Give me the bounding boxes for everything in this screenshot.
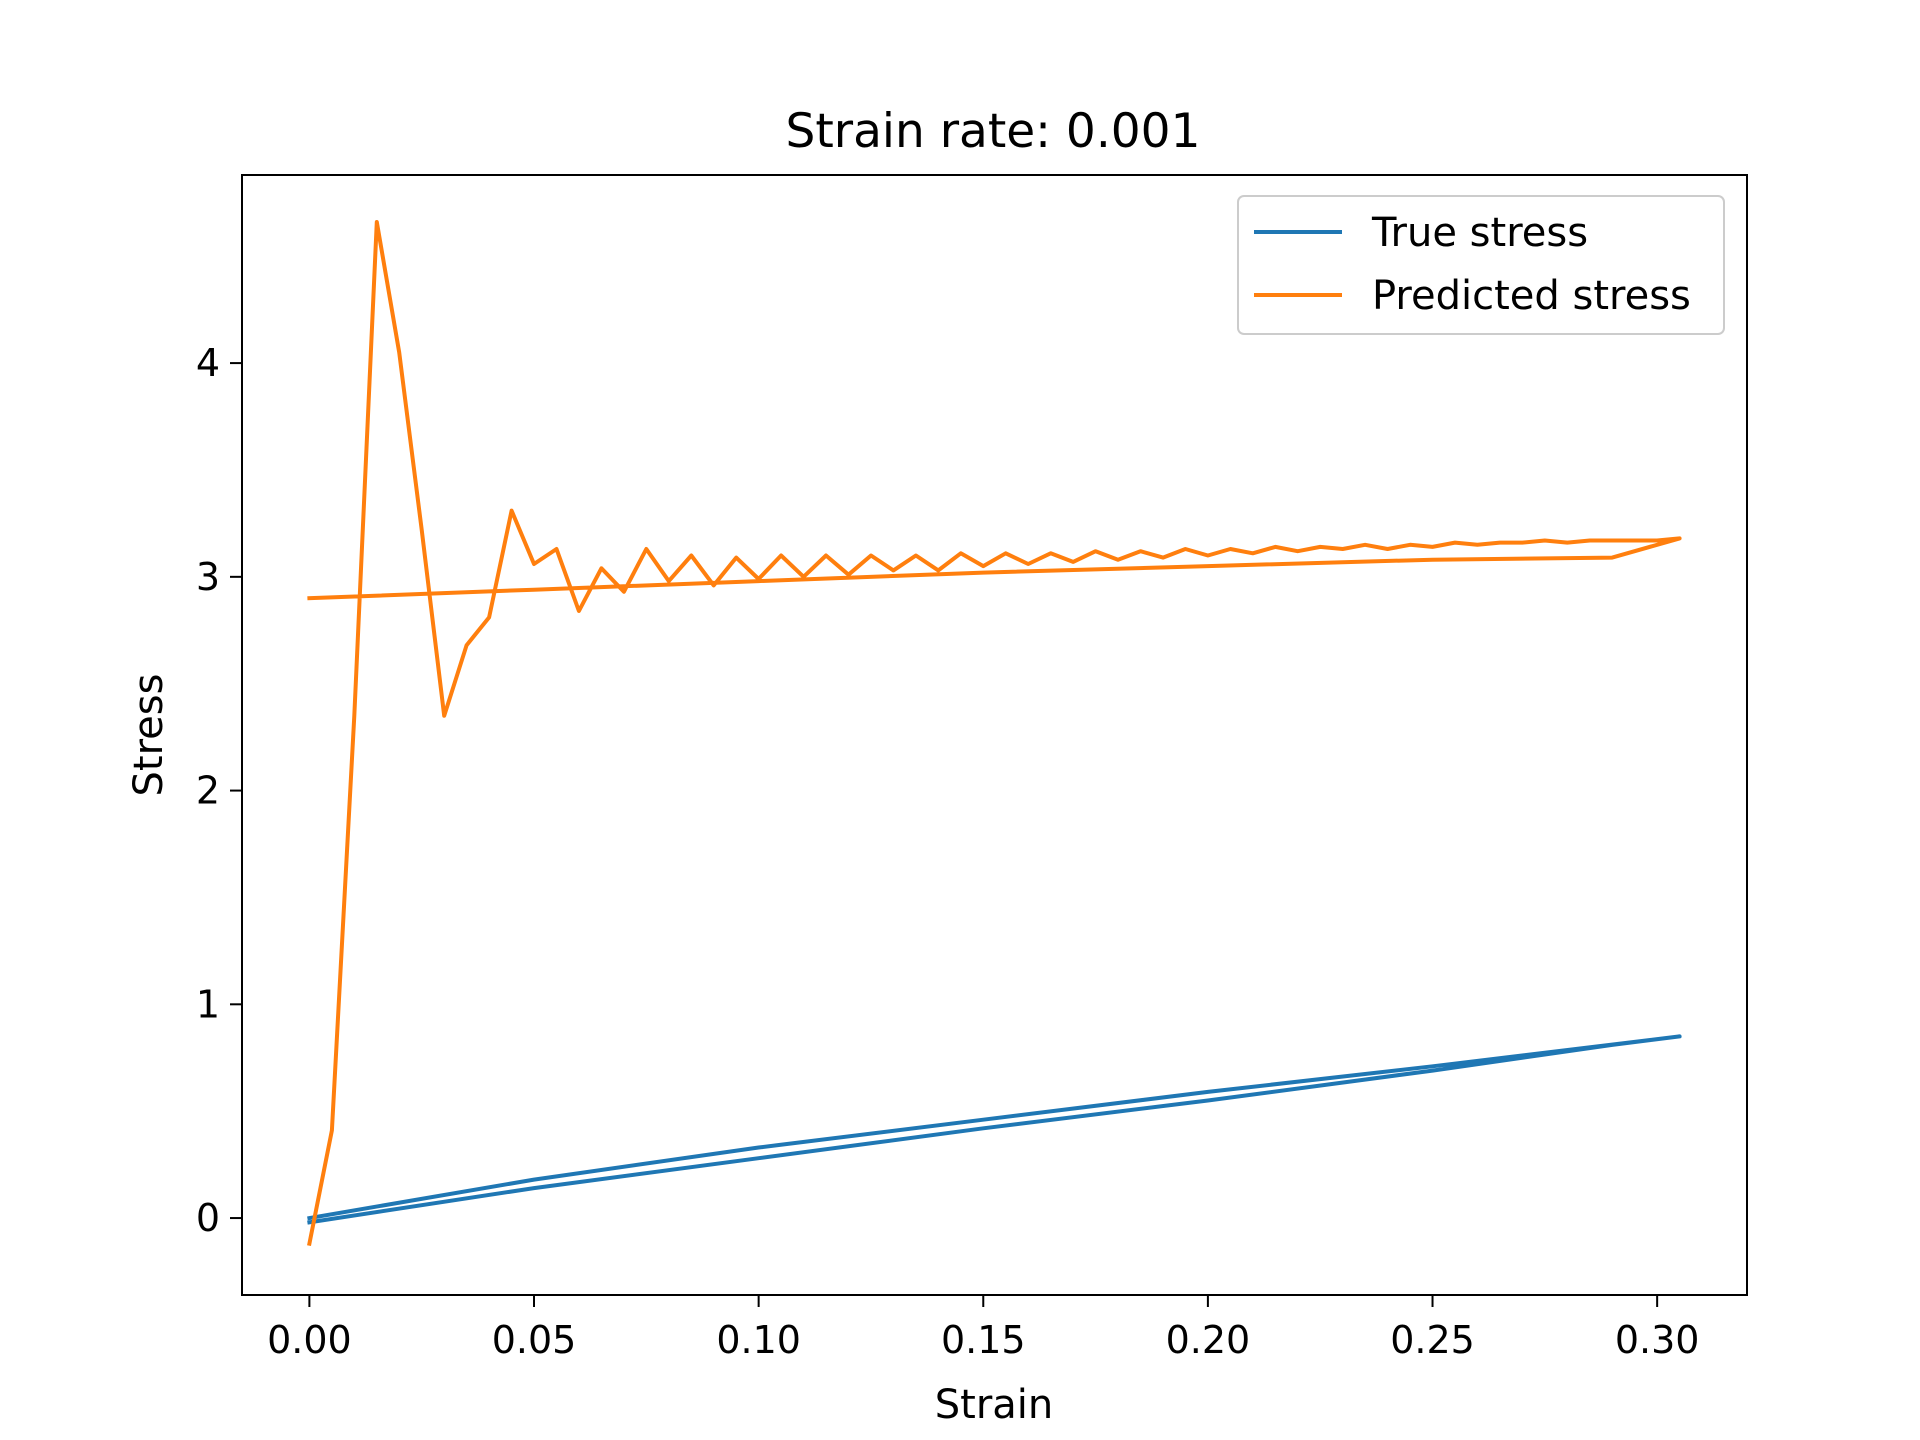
x-tick-label: 0.30 bbox=[1615, 1318, 1700, 1362]
legend-label: True stress bbox=[1371, 210, 1588, 256]
x-tick-label: 0.15 bbox=[941, 1318, 1026, 1362]
series-line-predicted-stress bbox=[307, 220, 1682, 1247]
y-axis-label: Stress bbox=[126, 674, 172, 797]
legend-label: Predicted stress bbox=[1372, 273, 1691, 319]
y-tick-label: 0 bbox=[196, 1196, 220, 1240]
x-axis-label: Strain bbox=[935, 1382, 1054, 1428]
x-tick-label: 0.25 bbox=[1390, 1318, 1475, 1362]
x-tick-label: 0.05 bbox=[492, 1318, 577, 1362]
legend: True stress Predicted stress bbox=[1237, 195, 1725, 335]
y-tick-label: 1 bbox=[196, 982, 220, 1026]
plot-area bbox=[307, 220, 1682, 1247]
x-tick-label: 0.00 bbox=[267, 1318, 352, 1362]
y-tick-label: 4 bbox=[196, 341, 220, 385]
axes-frame bbox=[241, 174, 1748, 1296]
chart-title: Strain rate: 0.001 bbox=[786, 104, 1201, 159]
legend-box bbox=[1237, 195, 1725, 335]
x-axis: 0.00 0.05 0.10 0.15 0.20 0.25 0.30 bbox=[267, 1295, 1699, 1362]
series-line-true-stress bbox=[307, 1034, 1682, 1225]
x-tick-label: 0.10 bbox=[716, 1318, 801, 1362]
y-tick-label: 3 bbox=[196, 555, 220, 599]
y-tick-label: 2 bbox=[196, 769, 220, 813]
y-axis: 0 1 2 3 4 bbox=[196, 341, 242, 1240]
x-tick-label: 0.20 bbox=[1166, 1318, 1251, 1362]
